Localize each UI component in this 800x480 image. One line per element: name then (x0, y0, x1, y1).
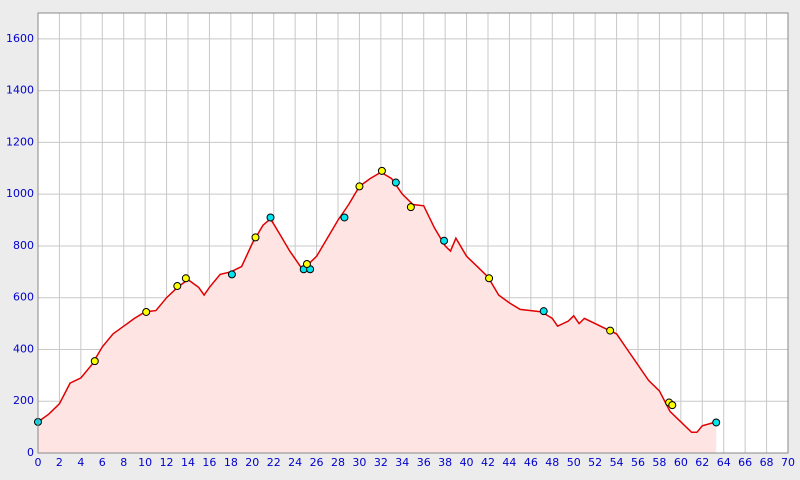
x-tick-label: 4 (77, 456, 84, 469)
x-tick-label: 0 (35, 456, 42, 469)
x-tick-label: 58 (652, 456, 666, 469)
x-tick-label: 16 (202, 456, 216, 469)
marker (142, 307, 151, 316)
marker (355, 182, 364, 191)
x-tick-label: 42 (481, 456, 495, 469)
plot-border (37, 12, 789, 454)
x-tick-label: 24 (288, 456, 302, 469)
x-tick-label: 64 (717, 456, 731, 469)
marker (227, 270, 236, 279)
x-tick-label: 60 (674, 456, 688, 469)
x-tick-label: 34 (395, 456, 409, 469)
marker (173, 282, 182, 291)
y-tick-label: 400 (13, 342, 34, 355)
x-tick-label: 62 (695, 456, 709, 469)
x-tick-label: 50 (567, 456, 581, 469)
x-tick-label: 66 (738, 456, 752, 469)
x-tick-label: 56 (631, 456, 645, 469)
x-tick-label: 46 (524, 456, 538, 469)
marker (712, 418, 721, 427)
x-tick-label: 30 (352, 456, 366, 469)
profile-line (37, 171, 717, 434)
y-tick-label: 600 (13, 291, 34, 304)
x-tick-label: 44 (502, 456, 516, 469)
marker (340, 213, 349, 222)
marker (440, 236, 449, 245)
x-tick-label: 48 (545, 456, 559, 469)
x-tick-label: 12 (160, 456, 174, 469)
x-tick-label: 54 (610, 456, 624, 469)
x-tick-label: 14 (181, 456, 195, 469)
x-tick-label: 10 (138, 456, 152, 469)
marker (391, 178, 400, 187)
x-tick-label: 8 (120, 456, 127, 469)
x-tick-label: 6 (99, 456, 106, 469)
x-tick-label: 20 (245, 456, 259, 469)
y-tick-label: 1600 (6, 32, 34, 45)
x-tick-label: 40 (460, 456, 474, 469)
y-tick-label: 800 (13, 239, 34, 252)
x-tick-label: 28 (331, 456, 345, 469)
y-tick-label: 1400 (6, 84, 34, 97)
x-tick-label: 36 (417, 456, 431, 469)
marker (539, 307, 548, 316)
marker (668, 401, 677, 410)
x-tick-label: 70 (781, 456, 795, 469)
marker (406, 203, 415, 212)
x-tick-label: 38 (438, 456, 452, 469)
marker (266, 213, 275, 222)
marker (606, 326, 615, 335)
marker (181, 274, 190, 283)
x-tick-label: 26 (310, 456, 324, 469)
marker (485, 274, 494, 283)
marker (302, 260, 311, 269)
area-fill (38, 172, 717, 453)
marker (251, 233, 260, 242)
x-tick-label: 2 (56, 456, 63, 469)
marker (90, 357, 99, 366)
y-tick-label: 1000 (6, 187, 34, 200)
y-tick-label: 1200 (6, 135, 34, 148)
y-tick-label: 0 (27, 446, 34, 459)
x-tick-label: 52 (588, 456, 602, 469)
y-tick-label: 200 (13, 394, 34, 407)
x-tick-label: 18 (224, 456, 238, 469)
x-tick-label: 22 (267, 456, 281, 469)
marker (377, 166, 386, 175)
x-tick-label: 68 (760, 456, 774, 469)
x-tick-label: 32 (374, 456, 388, 469)
